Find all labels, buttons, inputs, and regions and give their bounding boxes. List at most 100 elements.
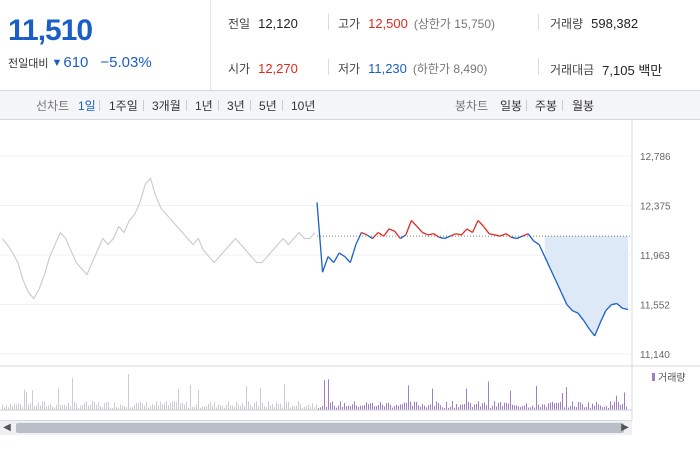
volume-bar xyxy=(488,381,489,410)
tab-weekly-candle[interactable]: 주봉 xyxy=(535,99,558,113)
volume-bar xyxy=(552,401,553,410)
volume-bar xyxy=(502,405,503,410)
price-segment-up xyxy=(471,220,479,233)
volume-bar xyxy=(456,404,457,410)
change-row: 전일대비 ▼ 610 −5.03% xyxy=(8,54,152,71)
divider xyxy=(526,100,527,111)
price-segment-down xyxy=(366,234,373,240)
volume-bar xyxy=(184,404,185,410)
chart-scrollbar[interactable]: ◀ ▶ xyxy=(0,420,632,435)
volume-bar xyxy=(436,401,437,410)
volume-bar xyxy=(274,407,275,410)
volume-bar xyxy=(242,402,243,410)
volume-bar xyxy=(324,380,325,410)
volume-bar xyxy=(430,404,431,410)
price-segment-up xyxy=(416,226,423,233)
low-label: 저가 xyxy=(338,62,361,76)
tab-1week[interactable]: 1주일 xyxy=(109,99,138,113)
volume-bar xyxy=(98,402,99,410)
volume-bar xyxy=(624,392,625,410)
volume-bar xyxy=(320,407,321,410)
scroll-right-arrow-icon[interactable]: ▶ xyxy=(621,422,629,433)
volume-bar xyxy=(524,405,525,410)
price-segment-down xyxy=(560,292,568,305)
volume-bar xyxy=(126,407,127,410)
volume-bar xyxy=(334,405,335,410)
chart-frame xyxy=(0,120,632,450)
volume-bar xyxy=(140,401,141,410)
scroll-thumb[interactable] xyxy=(16,423,624,433)
price-segment-up xyxy=(489,233,495,236)
volume-bar xyxy=(574,406,575,410)
volume-bar xyxy=(486,405,487,410)
price-chart[interactable]: 12,786 12,375 11,963 11,552 11,140 거래량 xyxy=(0,120,700,450)
volume-bar xyxy=(530,407,531,410)
volume-bar xyxy=(406,403,407,410)
tab-10years[interactable]: 10년 xyxy=(291,99,316,113)
volume-bar xyxy=(510,390,511,410)
volume-bar xyxy=(80,405,81,410)
volume-bar xyxy=(56,405,57,410)
volume-bar xyxy=(472,407,473,410)
volume-bar xyxy=(78,407,79,410)
volume-bar xyxy=(218,404,219,410)
volume-bar xyxy=(38,402,39,410)
y-axis-labels: 12,786 12,375 11,963 11,552 11,140 xyxy=(640,152,671,361)
price-segment-down xyxy=(349,244,357,263)
scroll-left-arrow-icon[interactable]: ◀ xyxy=(3,422,11,433)
volume-bar xyxy=(526,403,527,410)
volume-bar xyxy=(128,374,129,410)
volume-bar xyxy=(234,407,235,410)
volume-bar xyxy=(570,406,571,410)
volume-bar xyxy=(188,407,189,410)
volume-bar xyxy=(338,405,339,410)
volume-bar xyxy=(36,405,37,410)
volume-bar xyxy=(74,401,75,410)
divider xyxy=(282,100,283,111)
volume-bar xyxy=(578,402,579,410)
tab-monthly-candle[interactable]: 월봉 xyxy=(572,99,595,113)
tab-5years[interactable]: 5년 xyxy=(259,99,277,113)
current-price: 11,510 xyxy=(8,14,93,47)
volume-bar xyxy=(230,405,231,410)
volume-bar xyxy=(450,406,451,410)
volume-bar xyxy=(68,402,69,410)
high-label: 고가 xyxy=(338,17,361,31)
volume-bar xyxy=(554,403,555,410)
volume-bar xyxy=(202,406,203,410)
volume-bar xyxy=(166,401,167,410)
change-label: 전일대비 xyxy=(8,57,49,70)
volume-bar xyxy=(378,404,379,410)
volume-bar xyxy=(314,407,315,410)
prev-close-label: 전일 xyxy=(228,17,251,31)
volume-bar xyxy=(340,401,341,410)
price-segment-down xyxy=(333,252,340,263)
tab-3years[interactable]: 3년 xyxy=(227,99,245,113)
volume-bar xyxy=(490,407,491,410)
tab-daily-candle[interactable]: 일봉 xyxy=(500,99,523,113)
price-segment-down xyxy=(439,236,445,240)
tab-1year[interactable]: 1년 xyxy=(195,99,213,113)
price-segment-down xyxy=(583,319,590,330)
price-segment-up xyxy=(477,220,485,227)
volume-bar xyxy=(484,402,485,410)
volume-bar xyxy=(418,405,419,410)
volume-bar xyxy=(316,404,317,410)
volume-bar xyxy=(86,401,87,410)
tab-1day[interactable]: 1일 xyxy=(78,99,96,113)
volume-bar xyxy=(500,402,501,410)
divider xyxy=(143,100,144,111)
volume-bar xyxy=(444,407,445,410)
tab-3months[interactable]: 3개월 xyxy=(152,99,181,113)
volume-bar xyxy=(240,405,241,410)
y-tick-label: 12,786 xyxy=(640,152,671,163)
volume-bar xyxy=(332,401,333,410)
trade-value: 7,105 백만 xyxy=(602,63,663,78)
volume-bar xyxy=(252,406,253,410)
volume-bar xyxy=(248,401,249,410)
volume-bar xyxy=(336,407,337,410)
price-segment-down xyxy=(516,235,523,240)
divider xyxy=(538,59,539,75)
volume-bar xyxy=(258,405,259,410)
volume-bar xyxy=(568,407,569,410)
